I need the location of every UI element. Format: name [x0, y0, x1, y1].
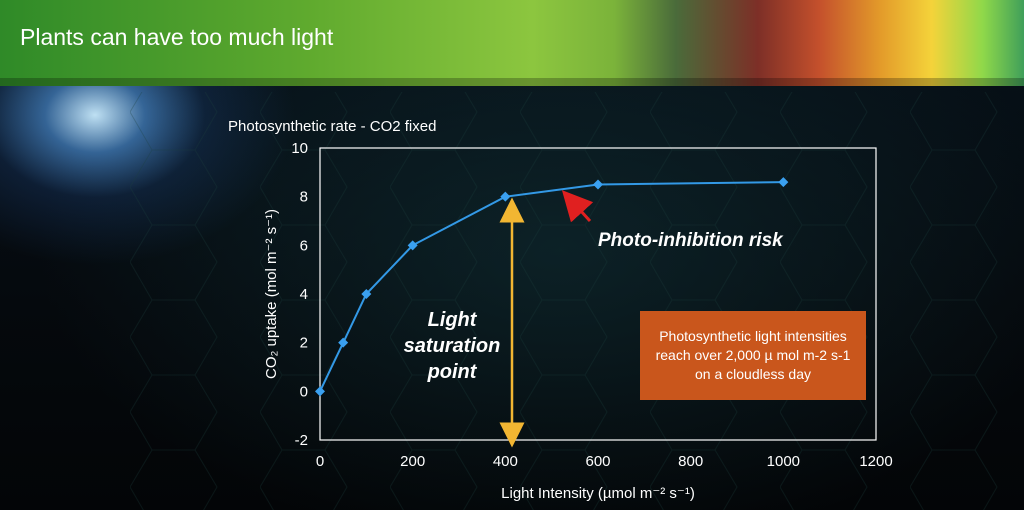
light-saturation-label: Light saturation point — [392, 307, 512, 385]
chart-title: Photosynthetic rate - CO2 fixed — [228, 118, 436, 135]
data-point — [593, 179, 603, 190]
y-tick-label: 10 — [291, 140, 308, 157]
y-tick-label: 4 — [300, 286, 308, 303]
y-tick-label: 8 — [300, 189, 308, 206]
y-tick-label: 0 — [300, 383, 308, 400]
callout-box: Photosynthetic light intensities reach o… — [640, 311, 866, 400]
x-tick-label: 200 — [400, 453, 425, 470]
light-saturation-line-2: saturation — [403, 335, 501, 357]
plot-area — [319, 147, 877, 441]
data-point — [407, 240, 418, 251]
y-tick-label: 2 — [300, 335, 308, 352]
x-axis-label: Light Intensity (µmol m⁻² s⁻¹) — [501, 485, 695, 502]
y-tick-label: 6 — [300, 237, 308, 254]
y-axis-label: CO₂ uptake (mol m⁻² s⁻¹) — [263, 209, 280, 379]
data-point — [315, 386, 325, 397]
x-tick-label: 1000 — [767, 453, 800, 470]
x-tick-label: 0 — [316, 453, 324, 470]
y-tick-label: -2 — [295, 432, 308, 449]
light-saturation-line-1: Light — [427, 309, 477, 331]
callout-text: Photosynthetic light intensities reach o… — [655, 328, 851, 382]
light-saturation-line-3: point — [427, 361, 477, 383]
x-tick-label: 1200 — [859, 453, 892, 470]
photo-inhibition-label: Photo-inhibition risk — [598, 230, 783, 251]
slide-title: Plants can have too much light — [20, 24, 334, 50]
data-point — [338, 337, 349, 348]
hex-background — [120, 92, 1020, 510]
x-tick-label: 800 — [678, 453, 703, 470]
data-point — [778, 177, 789, 188]
series-markers — [315, 177, 789, 397]
data-point — [361, 289, 372, 299]
x-tick-label: 400 — [493, 453, 518, 470]
x-axis: 0 200 400 600 800 1000 1200 — [316, 453, 893, 470]
x-tick-label: 600 — [585, 453, 610, 470]
inhibition-arrow — [561, 190, 594, 223]
y-axis: -2 0 2 4 6 8 10 — [291, 140, 308, 449]
header-banner: Plants can have too much light — [0, 0, 1024, 86]
